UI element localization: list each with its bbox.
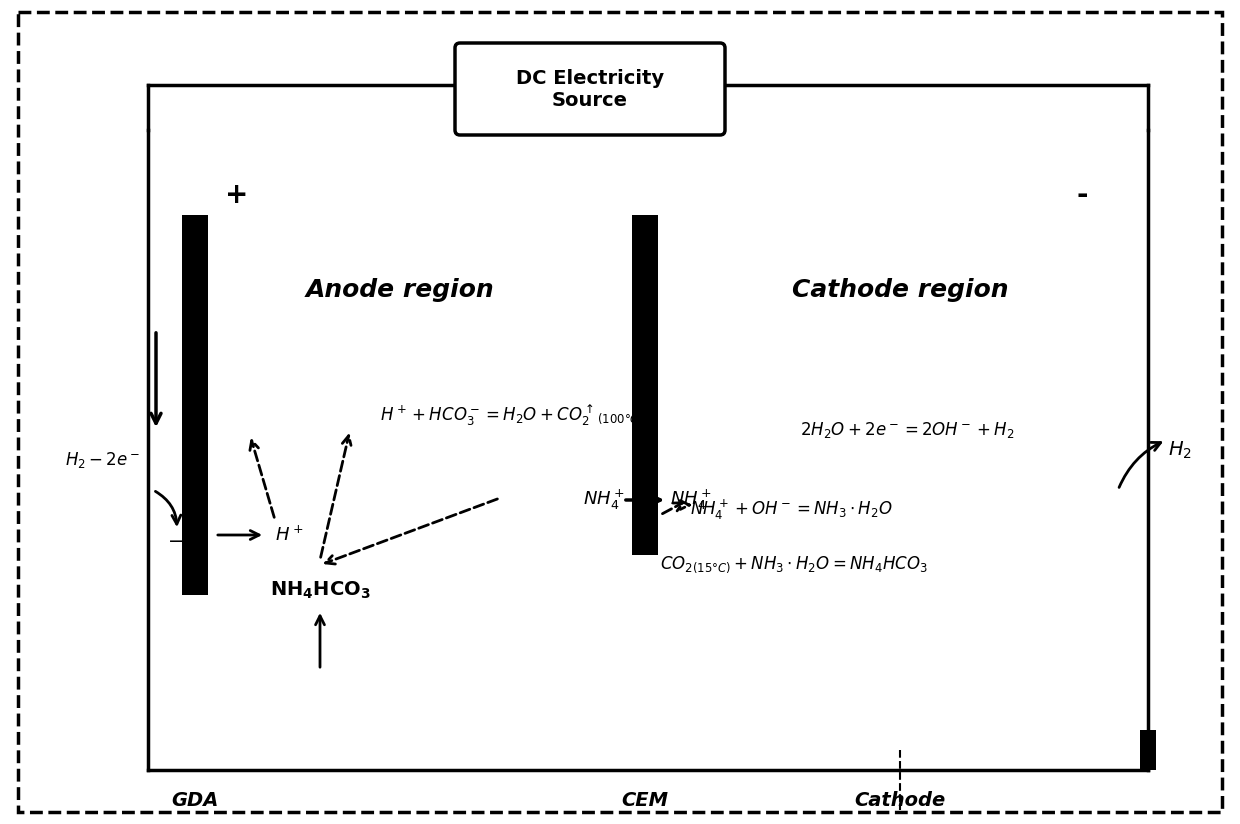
FancyBboxPatch shape [455, 43, 725, 135]
Text: $H_2 - 2e^-$: $H_2 - 2e^-$ [64, 450, 140, 470]
Text: $H^+ + HCO_3^- = H_2O + CO_2^{\uparrow}{}_{(100°C)}$: $H^+ + HCO_3^- = H_2O + CO_2^{\uparrow}{… [379, 402, 644, 428]
Bar [1140, 730, 1156, 770]
Text: +: + [224, 181, 248, 209]
Bar [182, 215, 208, 595]
Text: CEM: CEM [621, 790, 668, 809]
Text: $\mathbf{NH_4HCO_3}$: $\mathbf{NH_4HCO_3}$ [269, 579, 371, 601]
Text: -: - [1076, 181, 1087, 209]
Text: Anode region: Anode region [306, 278, 495, 302]
Text: $NH_4^+$: $NH_4^+$ [670, 488, 712, 513]
Text: DC Electricity
Source: DC Electricity Source [516, 68, 665, 110]
Text: $H^+$: $H^+$ [275, 526, 304, 545]
Bar [632, 215, 658, 555]
Text: GDA: GDA [171, 790, 218, 809]
Text: $CO_{2(15°C)} + NH_3 \cdot H_2O = NH_4HCO_3$: $CO_{2(15°C)} + NH_3 \cdot H_2O = NH_4HC… [660, 555, 928, 575]
Text: $NH_4^+ + OH^- = NH_3 \cdot H_2O$: $NH_4^+ + OH^- = NH_3 \cdot H_2O$ [689, 498, 893, 522]
Text: Cathode: Cathode [854, 790, 946, 809]
Text: $NH_4^+$: $NH_4^+$ [583, 488, 625, 513]
Text: $-$: $-$ [167, 531, 184, 550]
Text: Cathode region: Cathode region [792, 278, 1008, 302]
Text: $H_2$: $H_2$ [1168, 439, 1192, 461]
Text: $2H_2O + 2e^- = 2OH^- + H_2$: $2H_2O + 2e^- = 2OH^- + H_2$ [800, 420, 1014, 440]
